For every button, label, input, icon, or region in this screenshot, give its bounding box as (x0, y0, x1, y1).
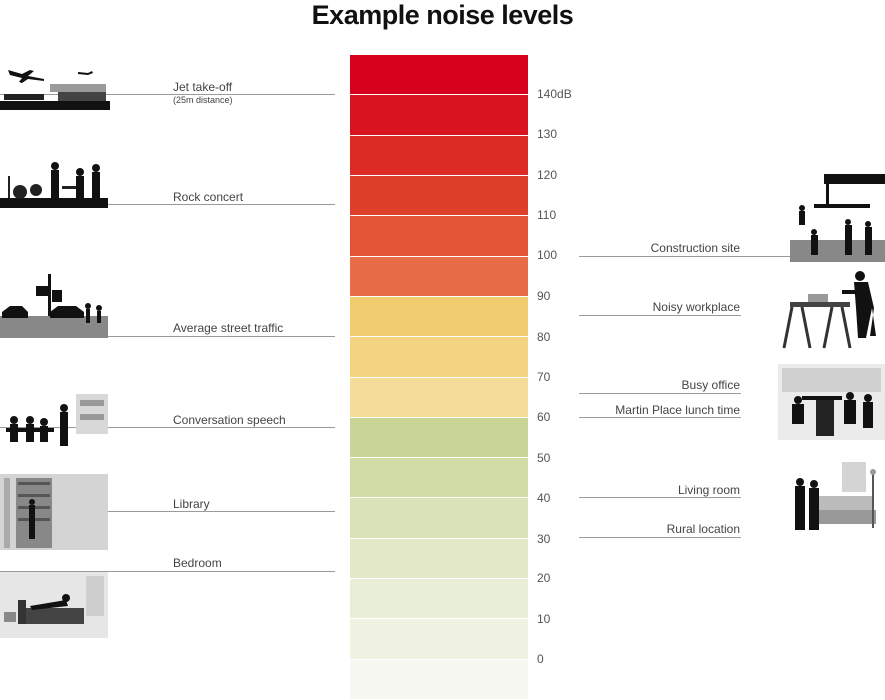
label-construction-site: Construction site (650, 241, 740, 255)
noisy-workplace-icon (782, 271, 876, 349)
conversation-icon (6, 394, 108, 446)
leader-line (0, 571, 335, 572)
leader-line (0, 427, 335, 428)
scale-band (350, 498, 528, 539)
scale-band (350, 579, 528, 620)
tick-label: 60 (537, 410, 551, 424)
leader-line (579, 417, 741, 418)
scale-band (350, 659, 528, 700)
jet-takeoff-icon (0, 70, 110, 110)
scale-band (350, 377, 528, 418)
leader-line (579, 497, 741, 498)
construction-site-icon (790, 174, 885, 262)
label-jet-distance: (25m distance) (173, 95, 233, 105)
leader-line (579, 256, 885, 257)
scale-band (350, 135, 528, 176)
scale-band (350, 175, 528, 217)
label-busy-office: Busy office (681, 378, 740, 392)
decibel-scale (350, 55, 528, 700)
scale-band (350, 256, 528, 297)
busy-office-icon (778, 364, 885, 440)
tick-label: 50 (537, 451, 551, 465)
leader-line (579, 393, 741, 394)
scale-band (350, 458, 528, 499)
tick-label: 40 (537, 491, 551, 505)
tick-label: 0 (537, 652, 544, 666)
scale-band (350, 95, 528, 136)
tick-label: 80 (537, 330, 551, 344)
leader-line (0, 94, 335, 95)
rock-concert-icon (0, 162, 108, 208)
tick-label: 100 (537, 248, 558, 262)
tick-label: 10 (537, 612, 551, 626)
tick-label: 90 (537, 289, 551, 303)
scale-band (350, 619, 528, 660)
tick-label: 120 (537, 168, 558, 182)
tick-label: 140dB (537, 87, 572, 101)
label-rock-concert: Rock concert (173, 190, 244, 204)
leader-line (0, 336, 335, 337)
tick-label: 30 (537, 532, 551, 546)
label-library: Library (173, 497, 210, 511)
scale-band (350, 296, 528, 338)
tick-label: 70 (537, 370, 551, 384)
scale-band (350, 337, 528, 378)
leader-line (0, 204, 335, 205)
label-bedroom: Bedroom (173, 556, 222, 570)
label-living-room: Living room (677, 483, 740, 497)
scale-band (350, 216, 528, 257)
scale-band (350, 55, 528, 96)
label-rural-location: Rural location (666, 522, 740, 536)
tick-label: 130 (537, 127, 558, 141)
library-icon (0, 474, 108, 550)
bedroom-icon (0, 572, 108, 638)
label-street-traffic: Average street traffic (173, 321, 284, 335)
scale-band (350, 538, 528, 580)
scale-band (350, 417, 528, 459)
label-conversation: Conversation speech (173, 413, 286, 427)
living-room-icon (795, 462, 876, 530)
page-title: Example noise levels (311, 0, 574, 30)
leader-line (0, 511, 335, 512)
label-jet-takeoff: Jet take-off (173, 80, 233, 94)
leader-line (579, 537, 741, 538)
leader-line (579, 315, 741, 316)
label-noisy-workplace: Noisy workplace (652, 300, 740, 314)
label-martin-place: Martin Place lunch time (615, 403, 740, 417)
street-traffic-icon (0, 274, 108, 338)
tick-label: 20 (537, 571, 551, 585)
tick-label: 110 (537, 208, 557, 222)
